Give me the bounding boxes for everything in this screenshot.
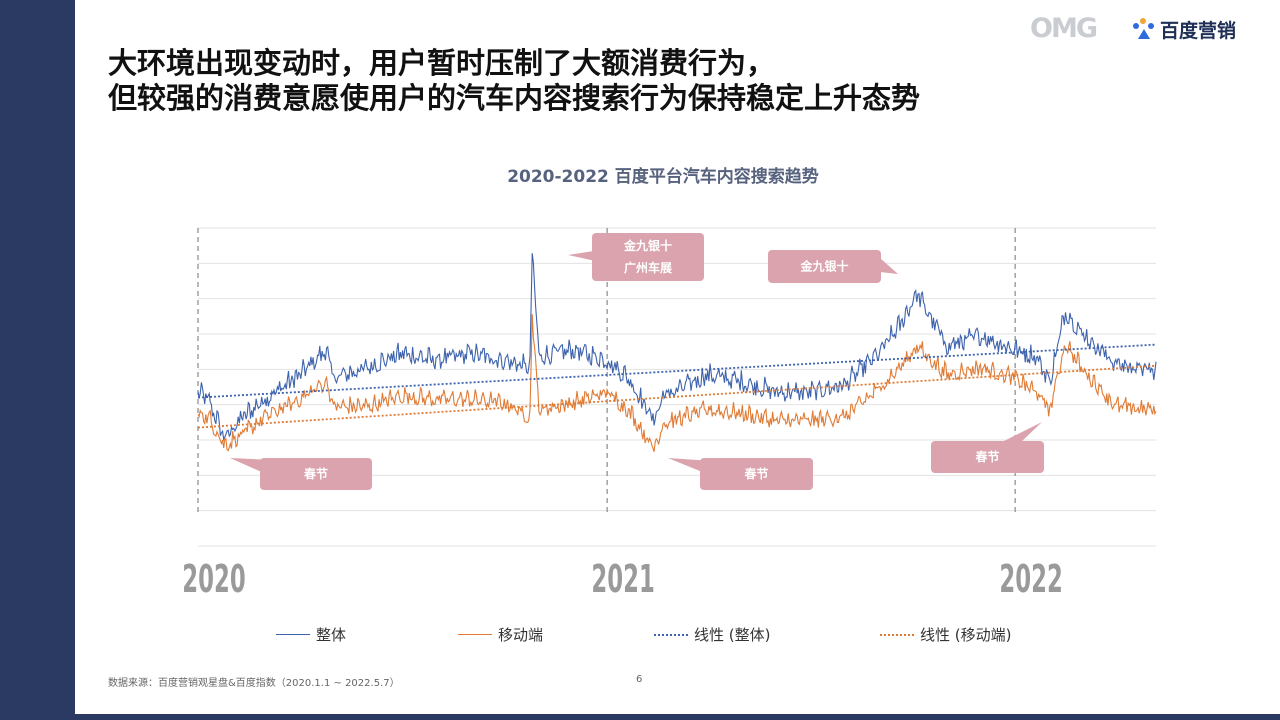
- callout-text: 金九银十: [623, 238, 672, 253]
- legend-swatch: [458, 634, 492, 635]
- legend: 整体 移动端 线性 (整体) 线性 (移动端): [0, 624, 1280, 646]
- x-tick-label: 2022: [999, 558, 1062, 602]
- omg-logo: OMG: [1030, 13, 1098, 44]
- callout-box: 金九银十: [768, 250, 898, 283]
- legend-swatch: [276, 634, 310, 635]
- series-line-整体: [197, 253, 1157, 442]
- title-line-2: 但较强的消费意愿使用户的汽车内容搜索行为保持稳定上升态势: [108, 81, 921, 115]
- data-source-note: 数据来源：百度营销观星盘&百度指数（2020.1.1 ~ 2022.5.7）: [108, 678, 400, 689]
- callout-text: 春节: [743, 466, 768, 481]
- legend-label: 线性 (移动端): [920, 626, 1012, 644]
- legend-swatch: [654, 633, 688, 636]
- callout-background: [700, 458, 813, 490]
- legend-label: 整体: [316, 626, 347, 644]
- callout-text: 广州车展: [624, 260, 672, 275]
- baidu-logo: 百度营销: [1130, 15, 1236, 43]
- baidu-logo-text: 百度营销: [1160, 19, 1237, 42]
- callout-background: [592, 233, 704, 281]
- callout-background: [768, 250, 881, 283]
- legend-item: 移动端: [458, 624, 543, 645]
- series-lines: [197, 253, 1157, 452]
- page-number: 6: [636, 674, 643, 685]
- chart-title: 2020-2022 百度平台汽车内容搜索趋势: [507, 167, 819, 187]
- callout-pointer: [880, 258, 898, 274]
- page-title: 大环境出现变动时，用户暂时压制了大额消费行为， 但较强的消费意愿使用户的汽车内容…: [108, 46, 920, 116]
- bottom-bar: [75, 714, 1280, 720]
- legend-item: 线性 (整体): [654, 624, 770, 645]
- title-line-1: 大环境出现变动时，用户暂时压制了大额消费行为，: [108, 46, 776, 80]
- callout-box: 春节: [230, 458, 372, 490]
- callout-pointer: [1000, 422, 1042, 443]
- callout-box: 春节: [931, 422, 1044, 473]
- x-tick-label: 2021: [591, 558, 654, 602]
- callout-background: [260, 458, 372, 490]
- legend-label: 线性 (整体): [694, 626, 771, 644]
- x-tick-label: 2020: [182, 558, 245, 602]
- callout-text: 春节: [974, 449, 999, 464]
- legend-item: 整体: [276, 624, 346, 645]
- legend-label: 移动端: [498, 626, 544, 644]
- callout-box: 春节: [668, 458, 813, 490]
- callout-text: 金九银十: [799, 259, 848, 274]
- callout-text: 春节: [303, 466, 328, 481]
- x-axis-ticks: 2020 2021 2022: [182, 558, 1063, 602]
- legend-swatch: [880, 633, 914, 636]
- series-line-移动端: [197, 314, 1157, 452]
- legend-item: 线性 (移动端): [880, 624, 1011, 645]
- sidebar: [0, 0, 75, 720]
- baidu-paw-icon: [1133, 18, 1154, 39]
- callout-background: [931, 441, 1044, 473]
